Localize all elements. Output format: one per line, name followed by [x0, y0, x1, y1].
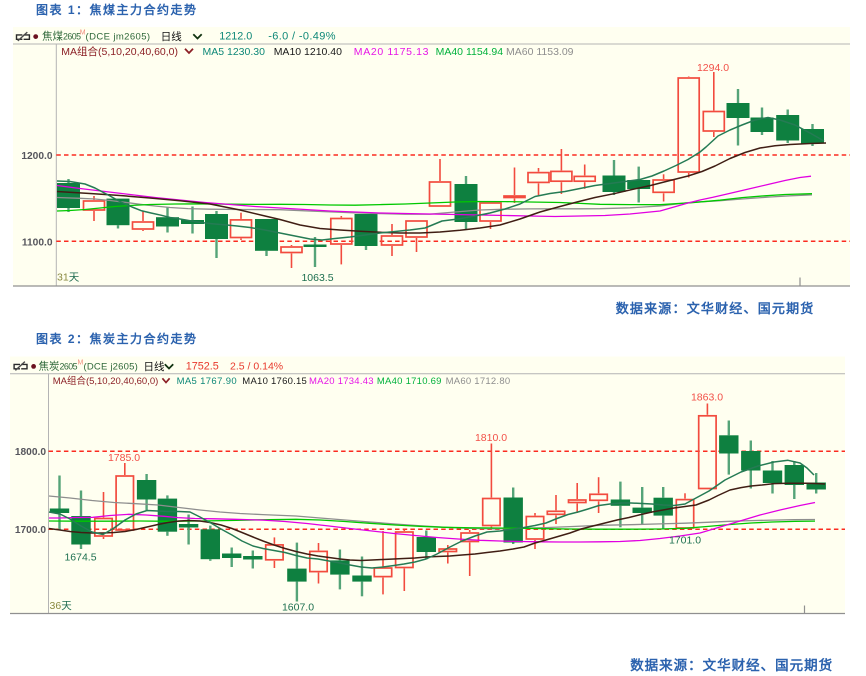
- svg-text:1785.0: 1785.0: [108, 452, 140, 464]
- svg-text:1100.0: 1100.0: [22, 237, 53, 248]
- svg-text:1700.0: 1700.0: [15, 525, 46, 536]
- svg-text:MA组合(5,10,20,40,60,0): MA组合(5,10,20,40,60,0): [61, 45, 178, 58]
- svg-text:日线: 日线: [161, 30, 182, 43]
- svg-text:1674.5: 1674.5: [64, 552, 96, 564]
- svg-text:31天: 31天: [57, 272, 80, 284]
- svg-text:MA60 1712.80: MA60 1712.80: [446, 376, 511, 387]
- svg-text:MA60 1153.09: MA60 1153.09: [506, 46, 574, 58]
- svg-text:1294.0: 1294.0: [697, 62, 729, 74]
- svg-text:日线: 日线: [144, 360, 165, 373]
- svg-text:MA5 1230.30: MA5 1230.30: [203, 46, 266, 58]
- svg-text:1200.0: 1200.0: [21, 151, 52, 162]
- svg-text:M: M: [78, 360, 84, 367]
- svg-text:36天: 36天: [50, 600, 73, 612]
- svg-text:MA20 1734.43: MA20 1734.43: [309, 376, 374, 387]
- svg-text:1800.0: 1800.0: [15, 447, 46, 458]
- svg-text:1752.5: 1752.5: [186, 361, 219, 373]
- svg-text:焦炭2605: 焦炭2605: [39, 360, 78, 373]
- svg-text:-6.0 / -0.49%: -6.0 / -0.49%: [268, 31, 336, 43]
- svg-text:MA10 1210.40: MA10 1210.40: [274, 46, 342, 58]
- svg-text:MA10 1760.15: MA10 1760.15: [242, 376, 307, 387]
- svg-text:1863.0: 1863.0: [691, 392, 723, 404]
- svg-text:(DCE j2605): (DCE j2605): [84, 362, 138, 373]
- svg-text:MA40 1154.94: MA40 1154.94: [436, 46, 504, 58]
- svg-text:1607.0: 1607.0: [282, 602, 314, 614]
- svg-text:M: M: [80, 30, 86, 37]
- svg-text:MA40 1710.69: MA40 1710.69: [377, 376, 442, 387]
- svg-text:1810.0: 1810.0: [475, 432, 507, 444]
- svg-text:1212.0: 1212.0: [219, 31, 252, 43]
- svg-text:(DCE jm2605): (DCE jm2605): [86, 32, 151, 43]
- svg-text:1701.0: 1701.0: [669, 534, 701, 546]
- svg-text:1063.5: 1063.5: [301, 272, 333, 284]
- svg-text:焦煤2605: 焦煤2605: [42, 30, 81, 43]
- svg-text:MA20 1175.13: MA20 1175.13: [354, 46, 429, 58]
- svg-text:2.5 / 0.14%: 2.5 / 0.14%: [230, 361, 283, 373]
- svg-text:MA5 1767.90: MA5 1767.90: [177, 376, 237, 387]
- svg-text:MA组合(5,10,20,40,60,0): MA组合(5,10,20,40,60,0): [53, 375, 159, 387]
